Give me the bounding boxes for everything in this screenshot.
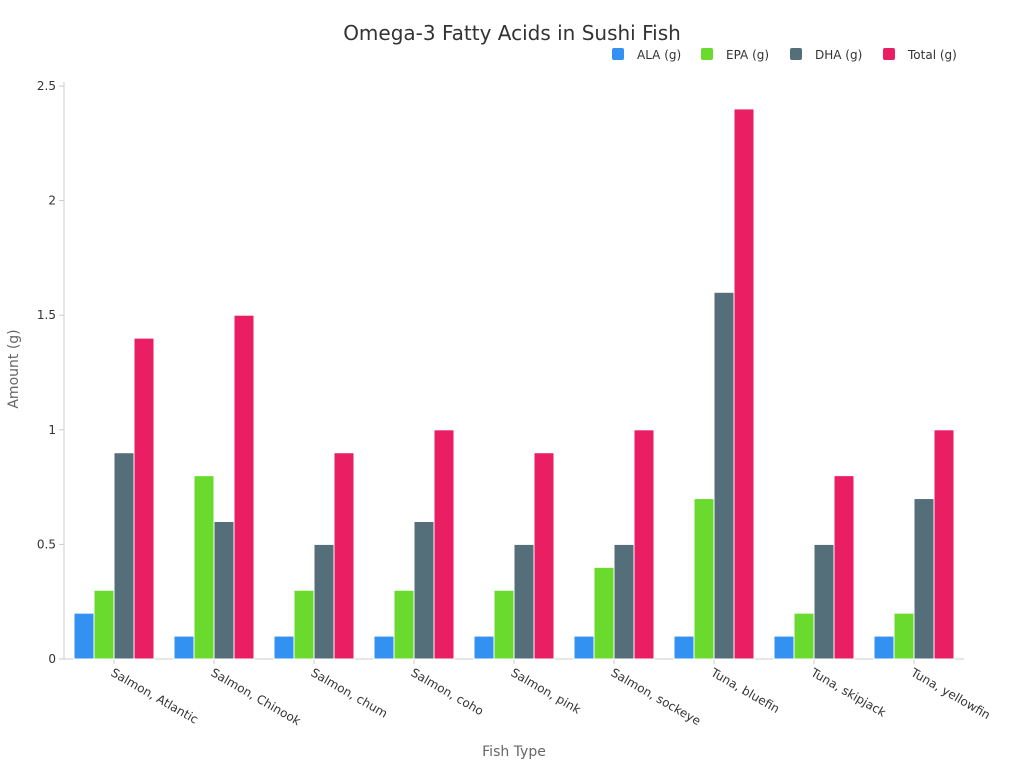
legend-marker	[790, 48, 802, 60]
bar-epa	[693, 498, 715, 660]
bar-ala	[673, 635, 695, 660]
legend: ALA (g) EPA (g) DHA (g) Total (g)	[612, 48, 957, 62]
y-axis: 0 0.5 1 1.5 2 2.5	[37, 79, 65, 666]
bar-ala	[473, 635, 495, 660]
bar-dha	[313, 543, 335, 660]
bar-ala	[373, 635, 395, 660]
bar-total	[533, 452, 555, 660]
bar-epa	[893, 612, 915, 660]
y-tick-label: 0	[48, 652, 56, 666]
x-tick-label: Tuna, bluefin	[708, 665, 782, 716]
legend-marker	[701, 48, 713, 60]
bar-epa	[193, 475, 215, 660]
legend-label: Total (g)	[907, 48, 957, 62]
bar-total	[133, 337, 155, 660]
bar-dha	[613, 543, 635, 660]
bar-epa	[393, 589, 415, 660]
x-axis: Salmon, Atlantic Salmon, Chinook Salmon, c…	[64, 658, 993, 728]
x-tick-label: Tuna, yellowfin	[908, 665, 993, 722]
legend-marker	[612, 48, 624, 60]
x-tick-label: Salmon, Chinook	[209, 665, 304, 728]
bar-total	[333, 452, 355, 660]
bar-ala	[73, 612, 95, 660]
x-tick-label: Salmon, coho	[409, 665, 487, 718]
legend-label: ALA (g)	[637, 48, 681, 62]
y-tick-label: 1	[48, 423, 56, 437]
bar-epa	[93, 589, 115, 660]
bar-epa	[493, 589, 515, 660]
y-tick-label: 1.5	[37, 308, 56, 322]
bar-dha	[813, 543, 835, 660]
chart-title: Omega-3 Fatty Acids in Sushi Fish	[343, 21, 681, 45]
bar-dha	[413, 520, 435, 660]
y-tick-label: 0.5	[37, 537, 56, 551]
legend-marker	[883, 48, 895, 60]
bar-epa	[293, 589, 315, 660]
bar-ala	[773, 635, 795, 660]
x-tick-label: Salmon, pink	[509, 665, 584, 716]
bar-total	[933, 429, 955, 660]
bar-dha	[113, 452, 135, 660]
y-axis-title: Amount (g)	[6, 329, 22, 408]
bar-dha	[213, 520, 235, 660]
legend-label: DHA (g)	[815, 48, 862, 62]
x-tick-label: Salmon, sockeye	[609, 665, 704, 728]
y-tick-label: 2.5	[37, 79, 56, 93]
bar-total	[733, 108, 755, 660]
x-tick-label: Salmon, chum	[309, 665, 391, 720]
bar-total	[633, 429, 655, 660]
bar-ala	[273, 635, 295, 660]
bar-ala	[873, 635, 895, 660]
legend-label: EPA (g)	[726, 48, 769, 62]
y-tick-label: 2	[48, 194, 56, 208]
x-tick-label: Salmon, Atlantic	[109, 665, 201, 726]
x-tick-label: Tuna, skipjack	[808, 665, 889, 720]
bar-dha	[713, 291, 735, 660]
bars	[73, 108, 955, 660]
x-axis-title: Fish Type	[482, 744, 546, 760]
bar-dha	[913, 498, 935, 660]
bar-epa	[793, 612, 815, 660]
bar-total	[433, 429, 455, 660]
bar-total	[233, 314, 255, 660]
bar-ala	[573, 635, 595, 660]
bar-total	[833, 475, 855, 660]
bar-dha	[513, 543, 535, 660]
bar-ala	[173, 635, 195, 660]
bar-epa	[593, 566, 615, 660]
